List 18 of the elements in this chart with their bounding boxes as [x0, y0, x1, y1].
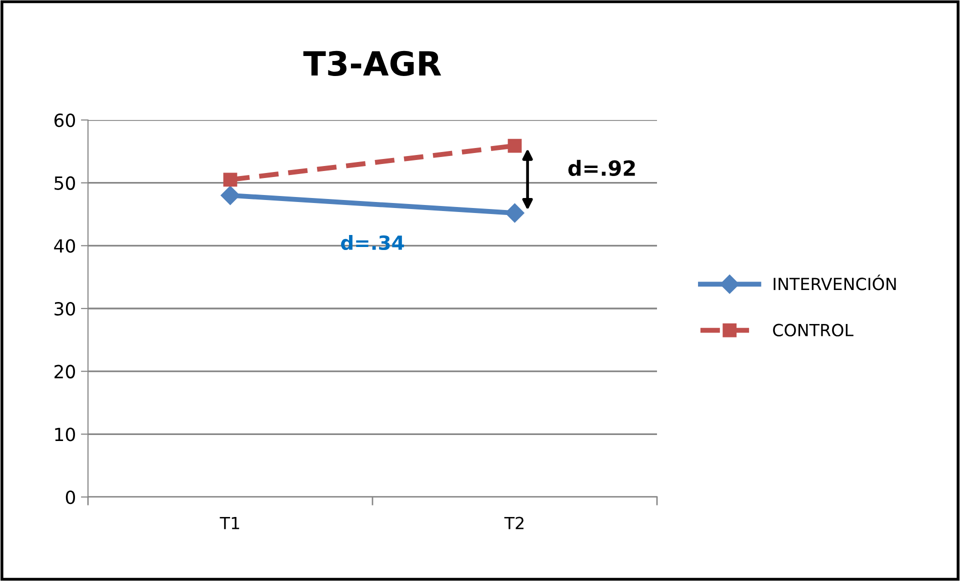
point [505, 203, 524, 223]
y-tick-label: 60 [54, 113, 75, 128]
y-tick-label: 20 [54, 364, 75, 378]
annotation: d=.92 [568, 160, 635, 176]
point [223, 172, 238, 187]
annotation: d=.34 [341, 235, 404, 250]
y-tick-label: 50 [54, 176, 75, 190]
legend-label: INTERVENCIÓN [774, 274, 896, 290]
x-tick-label: T2 [504, 516, 524, 530]
legend-label: CONTROL [773, 324, 854, 336]
y-tick-label: 10 [55, 428, 75, 442]
y-tick-label: 40 [54, 239, 75, 253]
x-tick-label: T1 [220, 516, 240, 530]
point [508, 138, 522, 153]
chart-title: T3-AGR [303, 50, 442, 76]
y-tick-label: 30 [54, 302, 75, 316]
y-tick-label: 0 [66, 490, 75, 504]
point [220, 186, 240, 205]
